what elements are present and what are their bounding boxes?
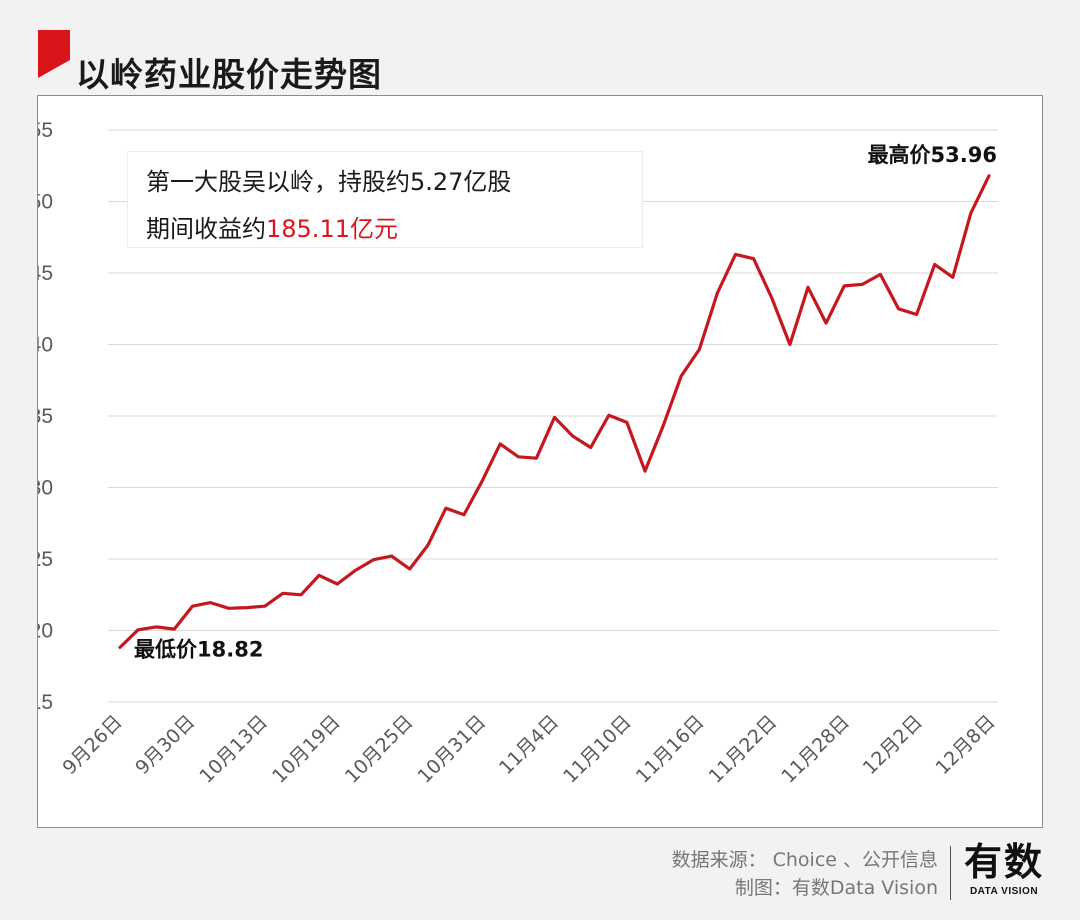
- y-tick-label: 40: [38, 334, 53, 357]
- x-tick-label: 11月22日: [705, 711, 782, 788]
- y-tick-label: 50: [38, 191, 53, 214]
- page-title: 以岭药业股价走势图: [76, 55, 382, 94]
- max-price-label: 最高价53.96: [868, 143, 997, 167]
- logo-divider: [950, 846, 951, 900]
- y-tick-label: 35: [38, 405, 53, 428]
- logo-subtext: DATA VISION: [969, 886, 1039, 897]
- logo-text: 有数: [963, 840, 1044, 884]
- note-holder-text: 第一大股吴以岭，持股约5.27亿股: [146, 168, 512, 196]
- x-tick-label: 9月30日: [131, 711, 199, 779]
- min-price-label: 最低价18.82: [134, 637, 263, 661]
- x-tick-label: 12月2日: [859, 711, 927, 779]
- x-tick-label: 10月31日: [414, 711, 491, 788]
- y-tick-label: 55: [38, 119, 53, 142]
- x-tick-label: 9月26日: [58, 711, 126, 779]
- x-tick-label: 12月8日: [931, 711, 999, 779]
- x-tick-label: 10月25日: [341, 711, 418, 788]
- credit-line: 制图：有数Data Vision: [734, 877, 938, 899]
- line-chart: 15 20 25 30 35 40 45 50 55 9月26日9月30日10月13日10月19日…: [38, 119, 1000, 788]
- note-profit-value: 185.11亿元: [266, 215, 398, 243]
- price-line: [118, 174, 991, 650]
- x-tick-label: 11月28日: [777, 711, 854, 788]
- chart-panel: 15 20 25 30 35 40 45 50 55 9月26日9月30日10月13日10月19日…: [37, 95, 1043, 828]
- note-profit-text: 期间收益约185.11亿元: [146, 209, 398, 244]
- y-tick-label: 45: [38, 262, 53, 285]
- brand-logo: 有数 DATA VISION: [962, 840, 1046, 897]
- x-tick-label: 10月19日: [268, 711, 345, 788]
- x-tick-label: 11月10日: [559, 711, 636, 788]
- source-line: 数据来源： Choice 、公开信息: [671, 849, 938, 871]
- x-tick-label: 11月16日: [632, 711, 709, 788]
- y-tick-label: 20: [38, 620, 53, 643]
- y-tick-label: 25: [38, 548, 53, 571]
- note-profit-label: 期间收益约: [146, 215, 266, 243]
- x-tick-label: 10月13日: [195, 711, 272, 788]
- source-credit: 数据来源： Choice 、公开信息 制图：有数Data Vision: [672, 846, 938, 902]
- y-tick-label: 15: [38, 691, 53, 714]
- title-marker-icon: [38, 30, 70, 78]
- x-tick-label: 11月4日: [495, 711, 563, 779]
- y-tick-label: 30: [38, 477, 53, 500]
- annotation-box: 第一大股吴以岭，持股约5.27亿股 期间收益约185.11亿元: [128, 152, 642, 247]
